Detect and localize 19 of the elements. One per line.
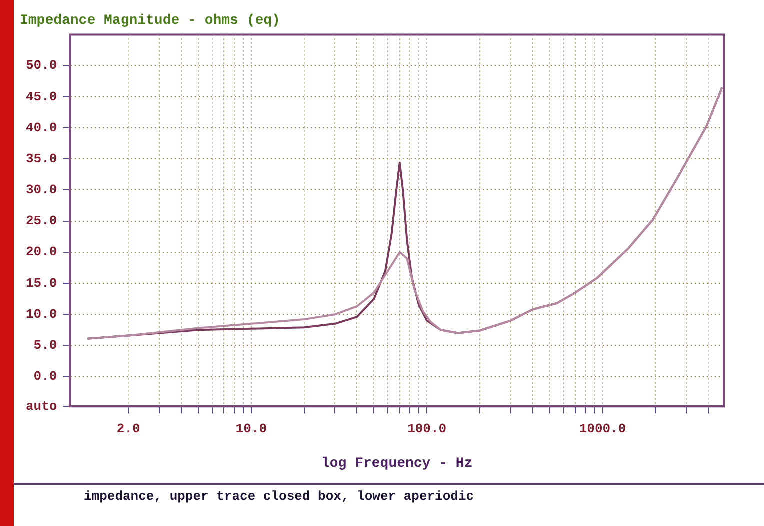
y-tick-label: 35.0 [26, 151, 58, 166]
y-tick-label: 5.0 [34, 338, 58, 353]
y-tick-label: auto [26, 398, 58, 414]
x-tick-label: 2.0 [116, 422, 141, 437]
y-tick-label: 15.0 [26, 276, 58, 291]
y-tick-label: 50.0 [26, 58, 58, 74]
y-tick-label: 40.0 [26, 120, 58, 136]
x-axis-title: log Frequency - Hz [321, 456, 473, 472]
y-tick-label: 20.0 [26, 244, 58, 260]
y-tick-label: 30.0 [26, 182, 58, 198]
y-tick-label: 45.0 [26, 89, 58, 104]
x-tick-label: 10.0 [236, 422, 268, 437]
text: impedance, upper trace closed box, lower aperiodic [14, 483, 764, 504]
y-tick-label: 0.0 [34, 369, 58, 384]
chart-title: Impedance Magnitude - ohms (eq) [20, 12, 280, 29]
x-tick-label: 100.0 [408, 422, 447, 437]
x-tick-label: 1000.0 [579, 422, 626, 437]
y-tick-label: 25.0 [26, 214, 58, 229]
y-tick-label: 10.0 [26, 306, 58, 322]
